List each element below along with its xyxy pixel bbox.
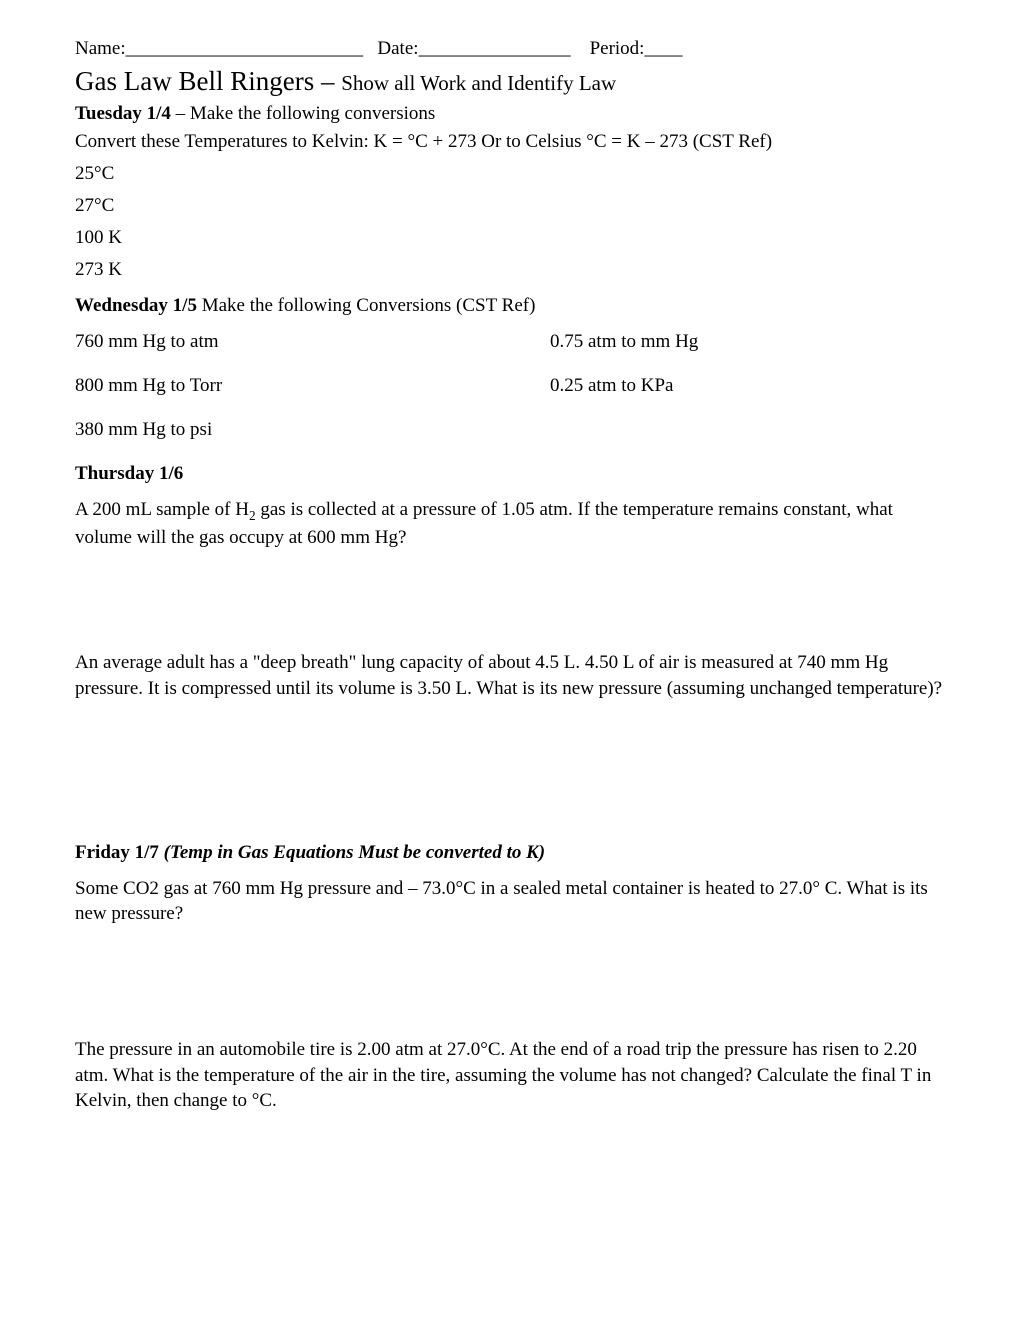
conv-item: 25°C [75, 163, 945, 185]
friday-note: (Temp in Gas Equations Must be converted… [164, 842, 545, 863]
period-blank[interactable]: ____ [644, 38, 682, 59]
conv-item: 273 K [75, 259, 945, 281]
thursday-p1: A 200 mL sample of H2 gas is collected a… [75, 497, 945, 550]
conv-row: 800 mm Hg to Torr 0.25 atm to KPa [75, 375, 945, 397]
conv-left: 380 mm Hg to psi [75, 419, 550, 441]
thursday-heading: Thursday 1/6 [75, 463, 945, 485]
wednesday-head-bold: Wednesday 1/5 [75, 295, 202, 316]
friday-p2: The pressure in an automobile tire is 2.… [75, 1037, 945, 1114]
tuesday-heading: Tuesday 1/4 – Make the following convers… [75, 103, 945, 125]
friday-p1: Some CO2 gas at 760 mm Hg pressure and –… [75, 876, 945, 927]
name-label: Name: [75, 38, 126, 59]
conv-row: 760 mm Hg to atm 0.75 atm to mm Hg [75, 331, 945, 353]
conv-item: 100 K [75, 227, 945, 249]
conv-left: 760 mm Hg to atm [75, 331, 550, 353]
header-line: Name:_________________________ Date:____… [75, 38, 945, 60]
thursday-p1a: A 200 mL sample of H [75, 499, 249, 520]
date-label: Date: [377, 38, 418, 59]
conv-right: 0.75 atm to mm Hg [550, 331, 945, 353]
date-blank[interactable]: ________________ [419, 38, 571, 59]
friday-head-bold: Friday 1/7 [75, 842, 164, 863]
tuesday-head-rest: – Make the following conversions [171, 103, 435, 124]
conv-left: 800 mm Hg to Torr [75, 375, 550, 397]
conv-item: 27°C [75, 195, 945, 217]
conv-right: 0.25 atm to KPa [550, 375, 945, 397]
thursday-p1-sub: 2 [249, 508, 256, 523]
tuesday-head-bold: Tuesday 1/4 [75, 103, 171, 124]
period-label: Period: [590, 38, 645, 59]
friday-heading: Friday 1/7 (Temp in Gas Equations Must b… [75, 842, 945, 864]
title-main: Gas Law Bell Ringers – [75, 66, 341, 96]
page-title: Gas Law Bell Ringers – Show all Work and… [75, 66, 945, 97]
title-sub: Show all Work and Identify Law [341, 71, 616, 95]
thursday-p2: An average adult has a "deep breath" lun… [75, 650, 945, 701]
name-blank[interactable]: _________________________ [126, 38, 364, 59]
conv-right [550, 419, 945, 441]
wednesday-heading: Wednesday 1/5 Make the following Convers… [75, 295, 945, 317]
conv-row: 380 mm Hg to psi [75, 419, 945, 441]
wednesday-head-rest: Make the following Conversions (CST Ref) [202, 295, 536, 316]
tuesday-formula: Convert these Temperatures to Kelvin: K … [75, 131, 945, 153]
